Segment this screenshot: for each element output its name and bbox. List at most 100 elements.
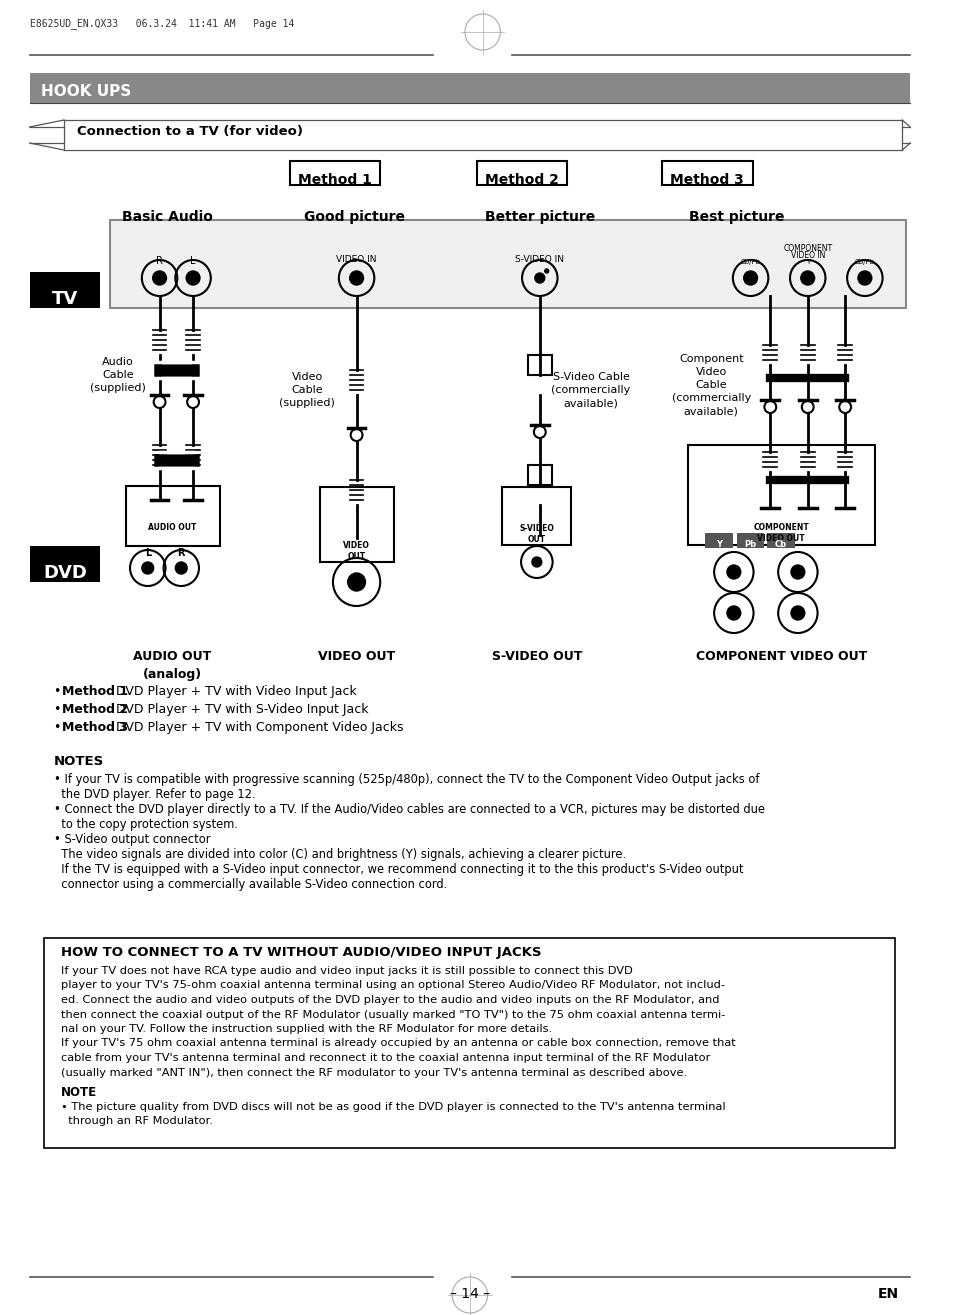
Text: S-VIDEO IN: S-VIDEO IN (515, 255, 564, 264)
Text: Component
Video
Cable
(commercially
available): Component Video Cable (commercially avai… (671, 354, 750, 417)
Circle shape (152, 271, 166, 285)
Text: EN: EN (877, 1287, 898, 1301)
Text: Method 3: Method 3 (670, 174, 743, 187)
Bar (661, 160, 752, 185)
Text: Method 1: Method 1 (62, 685, 128, 698)
Text: through an RF Modulator.: through an RF Modulator. (61, 1116, 213, 1126)
Text: Method 2: Method 2 (62, 704, 128, 715)
Text: TV: TV (51, 291, 78, 308)
Text: Y: Y (716, 540, 721, 548)
Text: Connection to a TV (for video): Connection to a TV (for video) (77, 125, 302, 138)
Bar (736, 533, 763, 548)
Text: Video
Cable
(supplied): Video Cable (supplied) (279, 372, 335, 408)
Text: Good picture: Good picture (304, 210, 405, 224)
Text: AUDIO OUT: AUDIO OUT (133, 650, 212, 663)
Text: connector using a commercially available S-Video connection cord.: connector using a commercially available… (54, 878, 447, 892)
Text: Method 2: Method 2 (485, 174, 558, 187)
Circle shape (726, 606, 740, 619)
Text: E8625UD_EN.QX33   06.3.24  11:41 AM   Page 14: E8625UD_EN.QX33 06.3.24 11:41 AM Page 14 (30, 18, 294, 29)
Text: COMPONENT VIDEO OUT: COMPONENT VIDEO OUT (695, 650, 866, 663)
Text: R: R (156, 256, 163, 266)
Circle shape (839, 509, 850, 521)
Text: L: L (145, 548, 151, 558)
Text: S-VIDEO OUT: S-VIDEO OUT (491, 650, 581, 663)
Circle shape (801, 401, 813, 413)
Text: S-VIDEO
OUT: S-VIDEO OUT (518, 523, 554, 544)
Circle shape (350, 271, 363, 285)
Text: Method 1: Method 1 (297, 174, 372, 187)
Bar (766, 533, 794, 548)
Circle shape (153, 501, 165, 513)
Circle shape (801, 509, 813, 521)
Text: Cb/Pb: Cb/Pb (854, 259, 874, 266)
Text: •: • (54, 721, 66, 734)
Text: •: • (54, 704, 66, 715)
Text: Audio
Cable
(supplied): Audio Cable (supplied) (91, 356, 146, 393)
Circle shape (351, 429, 362, 441)
Text: Pb: Pb (743, 540, 756, 548)
Text: DVD Player + TV with Component Video Jacks: DVD Player + TV with Component Video Jac… (108, 721, 403, 734)
Circle shape (790, 565, 804, 579)
Circle shape (726, 565, 740, 579)
Text: VIDEO
OUT: VIDEO OUT (343, 540, 370, 562)
Text: •: • (54, 685, 66, 698)
Text: player to your TV's 75-ohm coaxial antenna terminal using an optional Stereo Aud: player to your TV's 75-ohm coaxial anten… (61, 981, 724, 990)
Text: HOOK UPS: HOOK UPS (41, 84, 132, 99)
Text: Cb/Pb: Cb/Pb (740, 259, 760, 266)
Text: If your TV does not have RCA type audio and video input jacks it is still possib: If your TV does not have RCA type audio … (61, 967, 632, 976)
Text: • The picture quality from DVD discs will not be as good if the DVD player is co: • The picture quality from DVD discs wil… (61, 1102, 725, 1112)
Bar (30, 272, 100, 308)
Text: nal on your TV. Follow the instruction supplied with the RF Modulator for more d: nal on your TV. Follow the instruction s… (61, 1024, 552, 1034)
Text: AUDIO OUT: AUDIO OUT (148, 523, 196, 533)
Circle shape (186, 271, 200, 285)
Bar (126, 487, 219, 546)
Text: S-Video Cable
(commercially
available): S-Video Cable (commercially available) (551, 372, 630, 408)
Text: HOW TO CONNECT TO A TV WITHOUT AUDIO/VIDEO INPUT JACKS: HOW TO CONNECT TO A TV WITHOUT AUDIO/VID… (61, 945, 541, 959)
Bar (30, 74, 909, 103)
Text: VIDEO IN: VIDEO IN (336, 255, 376, 264)
Text: L: L (190, 256, 195, 266)
Text: NOTES: NOTES (54, 755, 104, 768)
Text: Basic Audio: Basic Audio (122, 210, 213, 224)
Bar (704, 533, 732, 548)
Circle shape (142, 562, 153, 575)
Text: Cb: Cb (774, 540, 786, 548)
Bar (320, 487, 394, 562)
Circle shape (187, 396, 199, 408)
Circle shape (790, 606, 804, 619)
Bar (30, 546, 100, 583)
Bar (44, 938, 895, 1148)
Bar (527, 355, 551, 375)
Text: If your TV's 75 ohm coaxial antenna terminal is already occupied by an antenna o: If your TV's 75 ohm coaxial antenna term… (61, 1039, 735, 1048)
Text: ed. Connect the audio and video outputs of the DVD player to the audio and video: ed. Connect the audio and video outputs … (61, 995, 719, 1005)
Circle shape (532, 558, 541, 567)
Text: COMPONENT: COMPONENT (782, 245, 831, 252)
Text: (analog): (analog) (143, 668, 202, 681)
Text: Better picture: Better picture (484, 210, 595, 224)
Text: The video signals are divided into color (C) and brightness (Y) signals, achievi: The video signals are divided into color… (54, 848, 626, 861)
Circle shape (153, 396, 165, 408)
Circle shape (800, 271, 814, 285)
Circle shape (839, 401, 850, 413)
Text: • Connect the DVD player directly to a TV. If the Audio/Video cables are connect: • Connect the DVD player directly to a T… (54, 803, 764, 817)
Bar (527, 466, 551, 485)
Text: Best picture: Best picture (688, 210, 783, 224)
Text: DVD: DVD (43, 564, 87, 583)
Text: COMPONENT
VIDEO OUT: COMPONENT VIDEO OUT (753, 523, 808, 543)
Text: Method 3: Method 3 (62, 721, 128, 734)
Text: DVD Player + TV with Video Input Jack: DVD Player + TV with Video Input Jack (108, 685, 356, 698)
Bar (290, 160, 380, 185)
Circle shape (347, 573, 365, 590)
Text: (usually marked "ANT IN"), then connect the RF modulator to your TV's antenna te: (usually marked "ANT IN"), then connect … (61, 1068, 686, 1077)
Text: to the copy protection system.: to the copy protection system. (54, 818, 238, 831)
Text: VIDEO OUT: VIDEO OUT (317, 650, 395, 663)
Text: then connect the coaxial output of the RF Modulator (usually marked "TO TV") to : then connect the coaxial output of the R… (61, 1010, 724, 1019)
Circle shape (763, 509, 776, 521)
Bar (687, 444, 874, 544)
Text: R: R (177, 548, 185, 558)
Circle shape (857, 271, 871, 285)
Text: • S-Video output connector: • S-Video output connector (54, 832, 211, 846)
Circle shape (544, 270, 548, 274)
Text: DVD Player + TV with S-Video Input Jack: DVD Player + TV with S-Video Input Jack (108, 704, 368, 715)
Text: cable from your TV's antenna terminal and reconnect it to the coaxial antenna in: cable from your TV's antenna terminal an… (61, 1053, 710, 1063)
